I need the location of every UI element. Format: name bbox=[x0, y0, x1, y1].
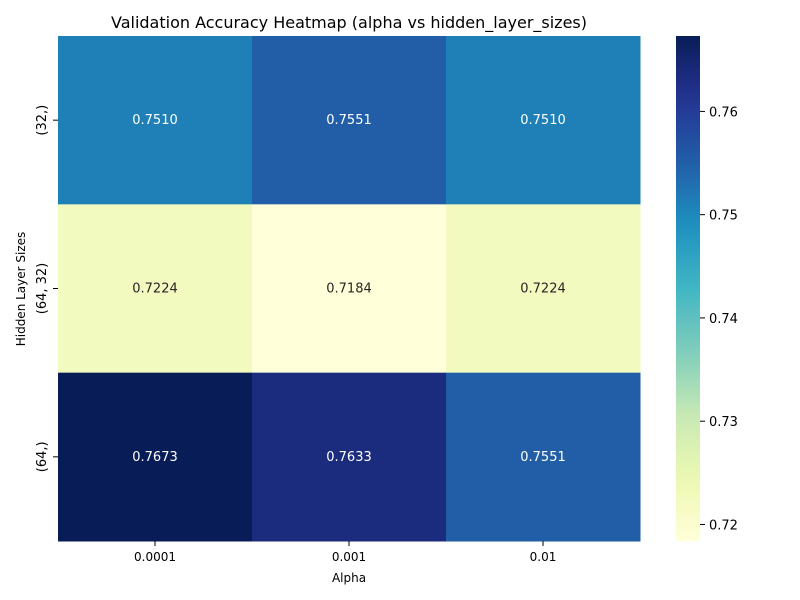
cell-value-label: 0.7673 bbox=[132, 450, 178, 465]
heatmap-cell bbox=[58, 204, 253, 374]
y-axis-ticks: (32,) (64, 32) (64,) bbox=[35, 105, 58, 472]
heatmap-cell bbox=[58, 36, 253, 205]
y-tick-label: (64,) bbox=[35, 441, 50, 472]
heatmap-cell bbox=[252, 204, 447, 374]
x-tick-label: 0.0001 bbox=[134, 550, 176, 564]
y-tick-label: (64, 32) bbox=[35, 263, 50, 315]
cell-value-label: 0.7510 bbox=[520, 113, 566, 128]
colorbar-tick-label: 0.76 bbox=[709, 105, 738, 120]
heatmap-cell bbox=[446, 36, 641, 205]
colorbar-tick-label: 0.73 bbox=[709, 415, 738, 430]
cell-value-label: 0.7184 bbox=[326, 282, 372, 297]
x-axis-label: Alpha bbox=[332, 571, 366, 585]
cell-value-label: 0.7551 bbox=[326, 113, 372, 128]
cell-value-label: 0.7224 bbox=[520, 282, 566, 297]
heatmap-cell bbox=[446, 204, 641, 374]
x-tick-label: 0.01 bbox=[530, 550, 557, 564]
heatmap-cell bbox=[446, 372, 641, 542]
chart-title: Validation Accuracy Heatmap (alpha vs hi… bbox=[111, 13, 587, 33]
cell-value-label: 0.7510 bbox=[132, 113, 178, 128]
cell-value-label: 0.7224 bbox=[132, 282, 178, 297]
heatmap-cell bbox=[252, 372, 447, 542]
x-axis-ticks: 0.0001 0.001 0.01 bbox=[134, 541, 556, 564]
heatmap-cell bbox=[58, 372, 253, 542]
cell-value-label: 0.7633 bbox=[326, 450, 372, 465]
colorbar-tick-label: 0.74 bbox=[709, 312, 738, 327]
y-axis-label: Hidden Layer Sizes bbox=[14, 232, 28, 347]
heatmap-cell bbox=[252, 36, 447, 205]
colorbar: 0.72 0.73 0.74 0.75 0.76 bbox=[676, 36, 738, 541]
x-tick-label: 0.001 bbox=[332, 550, 366, 564]
colorbar-gradient bbox=[676, 36, 700, 541]
y-tick-label: (32,) bbox=[35, 105, 50, 136]
colorbar-tick-label: 0.72 bbox=[709, 518, 738, 533]
colorbar-tick-label: 0.75 bbox=[709, 209, 738, 224]
heatmap-cells: 0.7510 0.7551 0.7510 0.7224 0.7184 0.7224 0.76… bbox=[58, 36, 641, 542]
cell-value-label: 0.7551 bbox=[520, 450, 566, 465]
